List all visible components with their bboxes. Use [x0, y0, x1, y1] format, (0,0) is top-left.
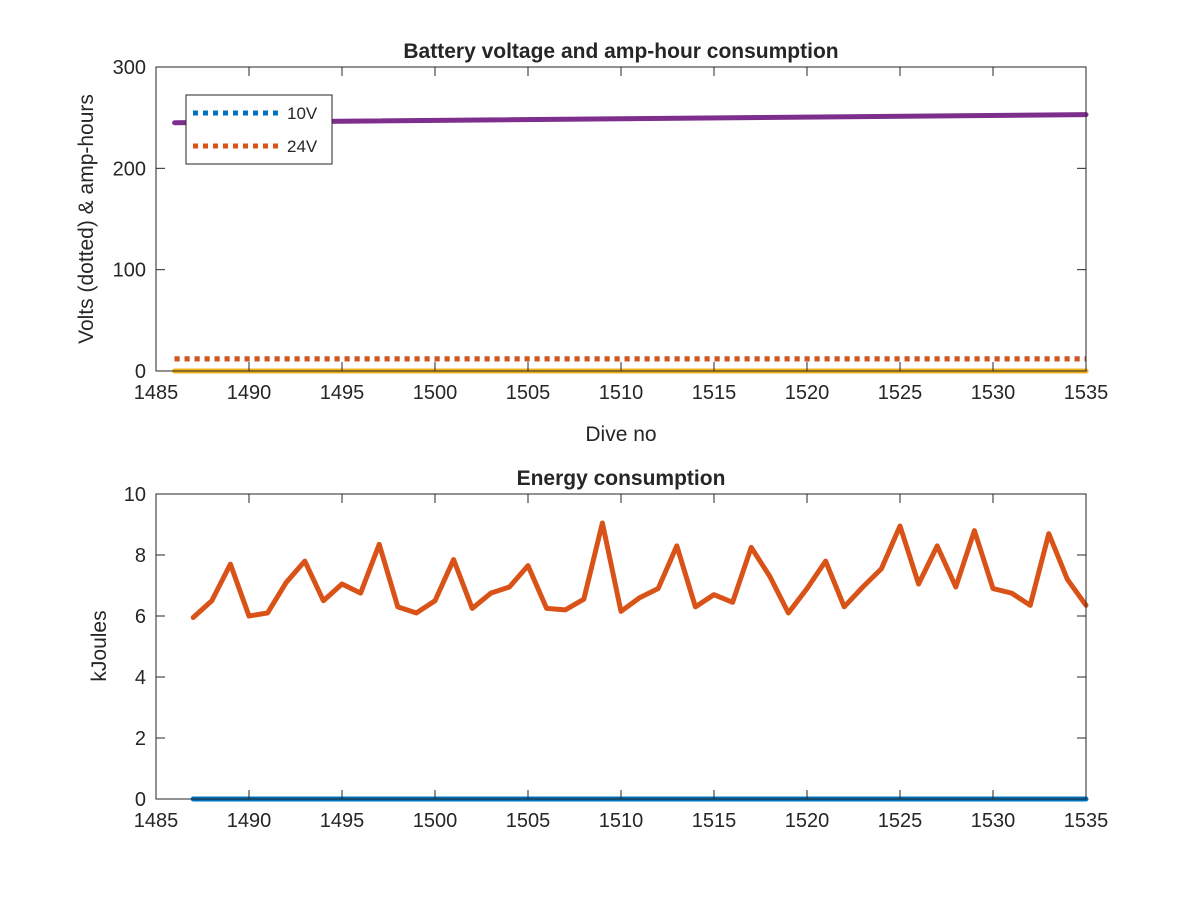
energy-axes: 1485 1490 1495 1500 1505 1510 1515 1520 1525 1530… [88, 467, 1108, 832]
energy-ticks: 1485 1490 1495 1500 1505 1510 1515 1520 1525 1530… [124, 484, 1109, 832]
energy-y-tick-label: 6 [135, 606, 146, 628]
voltage-y-axis-label: Volts (dotted) & amp-hours [75, 94, 98, 344]
energy-x-tick-label: 1525 [878, 810, 923, 832]
energy-y-tick-label: 10 [124, 484, 146, 506]
energy-y-axis-label: kJoules [88, 610, 111, 681]
energy-chart-title: Energy consumption [517, 467, 726, 490]
voltage-x-tick-label: 1525 [878, 382, 923, 404]
legend-label-10v: 10V [287, 104, 318, 123]
energy-x-tick-label: 1530 [971, 810, 1016, 832]
energy-x-tick-label: 1505 [506, 810, 551, 832]
voltage-y-tick-label: 200 [113, 158, 146, 180]
energy-x-tick-label: 1490 [227, 810, 272, 832]
energy-x-tick-label: 1515 [692, 810, 737, 832]
voltage-chart-title: Battery voltage and amp-hour consumption [403, 40, 838, 63]
voltage-x-tick-label: 1485 [134, 382, 179, 404]
voltage-x-tick-label: 1535 [1064, 382, 1109, 404]
energy-x-tick-label: 1500 [413, 810, 458, 832]
voltage-x-tick-label: 1490 [227, 382, 272, 404]
voltage-x-axis-label: Dive no [585, 423, 656, 446]
energy-y-tick-label: 2 [135, 728, 146, 750]
legend-box [185, 94, 333, 165]
voltage-y-tick-label: 300 [113, 57, 146, 79]
voltage-axes: 1485 1490 1495 1500 1505 1510 1515 1520 1525 1530… [75, 40, 1108, 446]
energy-x-tick-label: 1520 [785, 810, 830, 832]
energy-y-tick-label: 8 [135, 545, 146, 567]
voltage-ticks: 1485 1490 1495 1500 1505 1510 1515 1520 1525 1530… [113, 57, 1109, 404]
energy-y-tick-label: 4 [135, 667, 146, 689]
energy-x-tick-label: 1535 [1064, 810, 1109, 832]
voltage-y-tick-label: 0 [135, 361, 146, 383]
legend-label-24v: 24V [287, 137, 318, 156]
voltage-x-tick-label: 1510 [599, 382, 644, 404]
energy-y-tick-label: 0 [135, 789, 146, 811]
energy-series-1-line [190, 520, 1089, 621]
voltage-y-tick-label: 100 [113, 260, 146, 282]
voltage-x-tick-label: 1530 [971, 382, 1016, 404]
voltage-x-tick-label: 1520 [785, 382, 830, 404]
voltage-x-tick-label: 1505 [506, 382, 551, 404]
legend: 10V 24V [185, 94, 333, 165]
energy-x-tick-label: 1495 [320, 810, 365, 832]
energy-x-tick-label: 1510 [599, 810, 644, 832]
voltage-x-tick-label: 1495 [320, 382, 365, 404]
energy-x-tick-label: 1485 [134, 810, 179, 832]
voltage-x-tick-label: 1500 [413, 382, 458, 404]
voltage-x-tick-label: 1515 [692, 382, 737, 404]
